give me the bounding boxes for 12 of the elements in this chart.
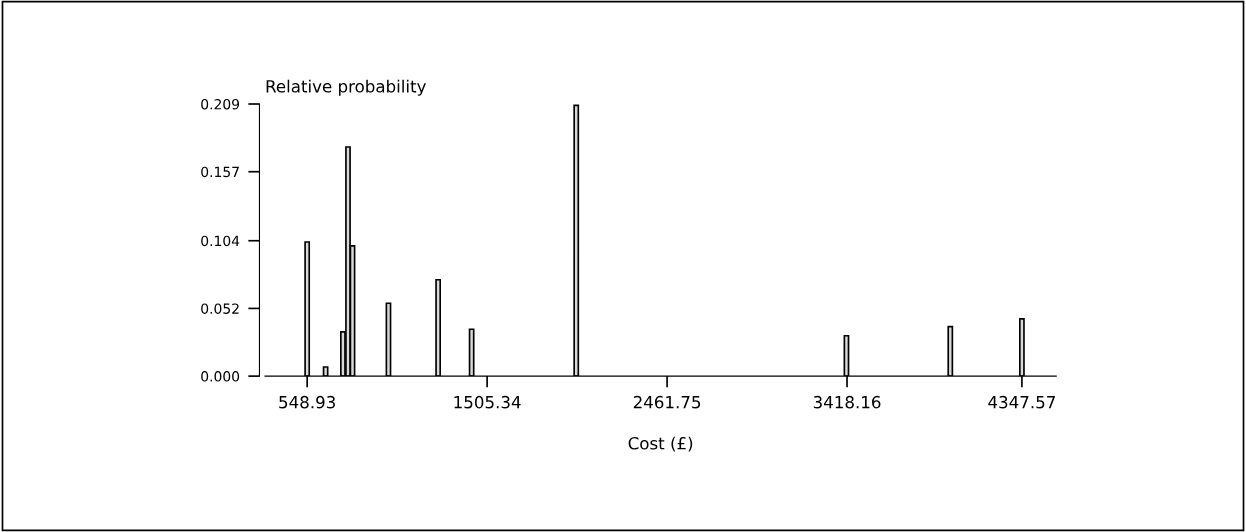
y-tick-label: 0.157 [201, 166, 239, 178]
y-tick-label: 0.000 [201, 371, 240, 382]
y-tick-label: 0.209 [201, 98, 240, 110]
x-axis-title: Cost (£) [628, 436, 693, 452]
y-axis-title: Relative probability [266, 79, 426, 96]
y-tick-label: 0.052 [201, 303, 239, 314]
y-tick-label: 0.104 [201, 235, 240, 247]
x-tick-label: 4347.57 [988, 395, 1055, 409]
x-tick-label: 3418.16 [813, 395, 881, 409]
x-tick-label: 1505.34 [454, 395, 521, 409]
x-tick-label: 548.93 [279, 395, 335, 409]
x-tick-label: 2461.75 [633, 395, 701, 409]
